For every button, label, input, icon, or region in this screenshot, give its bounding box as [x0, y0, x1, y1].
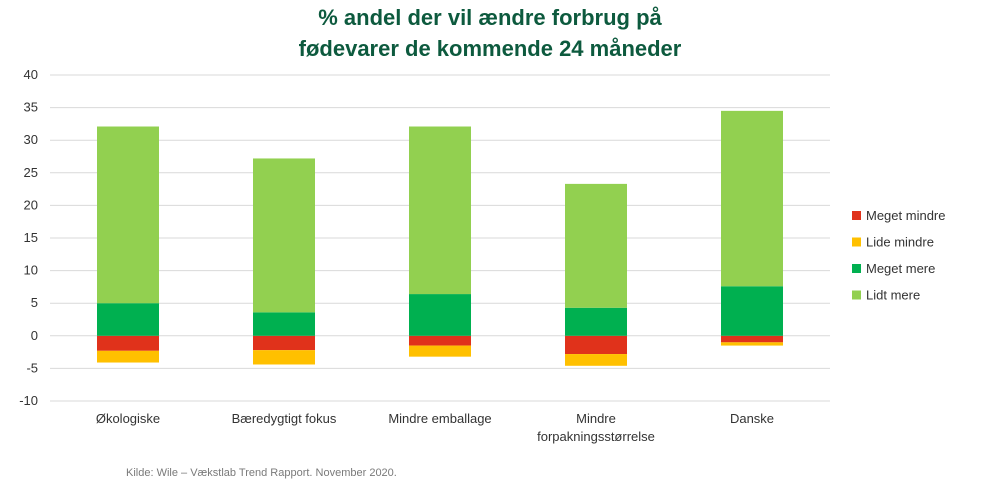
- bar-segment: [97, 350, 159, 363]
- y-tick-label: 20: [24, 197, 38, 212]
- x-category-label: forpakningsstørrelse: [537, 429, 655, 444]
- legend-swatch: [852, 211, 861, 220]
- y-tick-label: 40: [24, 67, 38, 82]
- legend-swatch: [852, 290, 861, 300]
- y-tick-label: -5: [26, 360, 38, 375]
- y-tick-label: -10: [19, 393, 38, 408]
- legend-label: Lidt mere: [866, 288, 920, 303]
- bar-segment: [565, 183, 627, 308]
- y-tick-label: 30: [24, 132, 38, 147]
- bar-segment: [565, 335, 627, 355]
- bar-segment: [721, 342, 783, 346]
- bar-segment: [97, 126, 159, 304]
- y-tick-label: 10: [24, 263, 38, 278]
- bar-segment: [409, 126, 471, 295]
- x-category-label: Mindre: [576, 411, 616, 426]
- chart-title-line-1: % andel der vil ændre forbrug på: [318, 5, 662, 30]
- legend-label: Meget mindre: [866, 208, 945, 223]
- bar-segment: [97, 335, 159, 351]
- x-category-label: Danske: [730, 411, 774, 426]
- bar-segment: [97, 303, 159, 336]
- bar-segment: [721, 286, 783, 336]
- bars: [97, 110, 783, 366]
- y-tick-label: 15: [24, 230, 38, 245]
- x-axis-categories: Økologiske Bæredygtigt fokus Mindre emball…: [96, 411, 774, 444]
- legend: Meget mindre Lide mindre Meget mere Lidt me…: [852, 208, 945, 303]
- x-category-label: Bæredygtigt fokus: [232, 411, 337, 426]
- y-tick-label: 5: [31, 295, 38, 310]
- bar-segment: [565, 354, 627, 366]
- bar-segment: [409, 345, 471, 357]
- chart-title: % andel der vil ændre forbrug på fødevar…: [0, 2, 980, 64]
- source-note: Kilde: Wile – Vækstlab Trend Rapport. No…: [126, 467, 397, 479]
- x-category-label: Økologiske: [96, 411, 160, 426]
- bar-segment: [565, 307, 627, 336]
- bar-segment: [721, 335, 783, 343]
- legend-label: Meget mere: [866, 261, 935, 276]
- bar-segment: [253, 158, 315, 313]
- legend-swatch: [852, 237, 861, 247]
- bar-segment: [253, 350, 315, 365]
- legend-swatch: [852, 264, 861, 273]
- bar-segment: [253, 335, 315, 351]
- y-tick-label: 25: [24, 165, 38, 180]
- bar-segment: [409, 294, 471, 336]
- legend-label: Lide mindre: [866, 235, 934, 250]
- bar-segment: [253, 312, 315, 336]
- y-axis-ticks: -10 -5 0 5 10 15 20 25 30 35 40: [19, 67, 38, 408]
- x-category-label: Mindre emballage: [388, 411, 491, 426]
- y-tick-label: 35: [24, 100, 38, 115]
- chart-title-line-2: fødevarer de kommende 24 måneder: [298, 36, 682, 61]
- bar-segment: [721, 110, 783, 287]
- bar-segment: [409, 335, 471, 346]
- y-tick-label: 0: [31, 328, 38, 343]
